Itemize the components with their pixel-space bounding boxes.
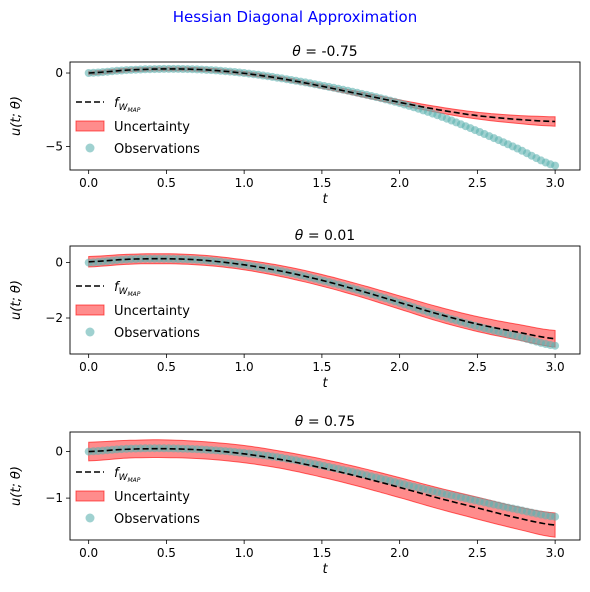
x-tick-label: 0.5 <box>157 360 176 374</box>
figure-suptitle: Hessian Diagonal Approximation <box>173 8 417 26</box>
panel-title-symbol: θ <box>295 414 304 430</box>
y-axis-label: u(t; θ) <box>9 280 24 320</box>
observation-point <box>551 512 560 521</box>
x-tick-label: 1.5 <box>312 176 331 190</box>
x-tick-label: 1.5 <box>312 546 331 560</box>
x-tick-label: 2.0 <box>390 176 409 190</box>
map-line <box>88 447 556 526</box>
chart-panel-3: 0.0 0.5 1.0 1.5 2.0 2.5 3.0 0 −1 θ = 0.75 t u(t; θ)… <box>9 414 581 577</box>
x-axis-label: t <box>322 376 328 391</box>
legend-uncertainty-swatch <box>75 490 105 502</box>
x-tick-label: 3.0 <box>546 176 565 190</box>
legend-observations-swatch <box>85 513 95 523</box>
legend-observations-label: Observations <box>114 512 200 527</box>
y-tick-label: 0 <box>55 445 63 459</box>
x-tick-label: 2.5 <box>468 360 487 374</box>
panel-title: θ = -0.75 <box>292 44 357 60</box>
y-tick-label: −5 <box>45 139 63 153</box>
y-tick-label: 0 <box>55 256 63 270</box>
x-tick-label: 1.0 <box>235 546 254 560</box>
x-tick-label: 2.0 <box>390 546 409 560</box>
map-line <box>88 68 556 123</box>
legend-uncertainty-label: Uncertainty <box>114 490 190 505</box>
legend-uncertainty-swatch <box>75 120 105 132</box>
legend-uncertainty-label: Uncertainty <box>114 304 190 319</box>
panel-title: θ = 0.75 <box>295 414 355 430</box>
legend-map-label: fWMAP <box>114 96 141 114</box>
axes-frame <box>69 245 581 355</box>
legend-map-label: fWMAP <box>114 280 141 298</box>
x-tick-label: 3.0 <box>546 360 565 374</box>
y-tick-label: −2 <box>45 311 63 325</box>
x-tick-label: 0.0 <box>79 176 98 190</box>
x-tick-label: 0.5 <box>157 546 176 560</box>
uncertainty-band <box>88 66 556 127</box>
legend-observations-label: Observations <box>114 326 200 341</box>
legend-map-label: fWMAP <box>114 466 141 484</box>
chart-panel-2: 0.0 0.5 1.0 1.5 2.0 2.5 3.0 0 −2 θ = 0.01 t u(t; θ)… <box>9 228 581 391</box>
chart-panel-1: 0.0 0.5 1.0 1.5 2.0 2.5 3.0 0 −5 θ = -0.75 t u(t; θ… <box>9 44 581 207</box>
legend-observations-label: Observations <box>114 142 200 157</box>
x-tick-label: 2.0 <box>390 360 409 374</box>
y-axis-label: u(t; θ) <box>9 96 24 136</box>
axes-frame <box>69 61 581 171</box>
x-axis-label: t <box>322 562 328 577</box>
y-axis-label: u(t; θ) <box>9 466 24 506</box>
axes-frame <box>69 431 581 541</box>
observation-point <box>551 161 560 170</box>
legend-observations-swatch <box>85 327 95 337</box>
panel-title-value: = 0.01 <box>303 228 355 244</box>
x-tick-label: 3.0 <box>546 546 565 560</box>
x-tick-label: 2.5 <box>468 546 487 560</box>
legend-uncertainty-label: Uncertainty <box>114 120 190 135</box>
observations-series <box>84 64 560 170</box>
x-tick-label: 0.0 <box>79 360 98 374</box>
panel-title-symbol: θ <box>295 228 304 244</box>
panel-title-value: = -0.75 <box>301 44 358 60</box>
y-tick-label: −1 <box>45 491 63 505</box>
x-tick-label: 2.5 <box>468 176 487 190</box>
map-line <box>88 257 556 340</box>
x-tick-label: 0.0 <box>79 546 98 560</box>
x-tick-label: 1.0 <box>235 360 254 374</box>
legend: fWMAP Uncertainty Observations <box>75 96 200 157</box>
x-tick-label: 1.0 <box>235 176 254 190</box>
legend-observations-swatch <box>85 143 95 153</box>
x-tick-label: 1.5 <box>312 360 331 374</box>
panel-title-value: = 0.75 <box>303 414 355 430</box>
panel-title: θ = 0.01 <box>295 228 355 244</box>
y-tick-label: 0 <box>55 66 63 80</box>
x-axis-label: t <box>322 192 328 207</box>
legend: fWMAP Uncertainty Observations <box>75 280 200 341</box>
x-tick-label: 0.5 <box>157 176 176 190</box>
legend: fWMAP Uncertainty Observations <box>75 466 200 527</box>
legend-uncertainty-swatch <box>75 304 105 316</box>
panel-title-symbol: θ <box>292 44 301 60</box>
observation-point <box>551 341 560 350</box>
